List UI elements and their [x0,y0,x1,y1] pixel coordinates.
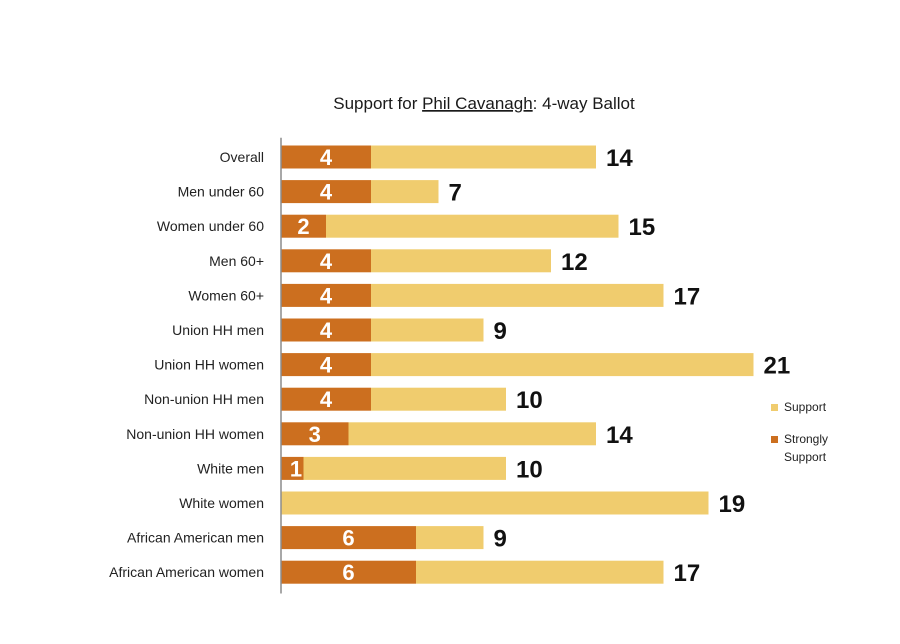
total-value-label: 9 [494,526,507,553]
bar-strongly-support [281,456,304,480]
bar-strongly-support [281,249,371,273]
total-value-label: 9 [494,318,507,345]
legend-swatch [771,436,778,443]
total-value-label: 14 [606,145,633,172]
bar-support [371,353,754,377]
bar-strongly-support [281,560,416,584]
bars-group: 4 14 4 7 2 15 4 12 4 17 4 9 4 21 4 10 3 14 1 10 19 6 9 6 17 [281,145,790,587]
category-label: White men [197,460,264,476]
strongly-support-value-label: 4 [320,387,333,412]
bar-strongly-support [281,283,371,307]
strongly-support-value-label: 4 [320,180,333,205]
bar-support [348,422,596,446]
bar-support [371,145,596,169]
strongly-support-value-label: 2 [297,214,309,239]
total-value-label: 17 [674,283,701,310]
total-value-label: 19 [719,491,746,518]
strongly-support-value-label: 4 [320,318,333,343]
total-value-label: 15 [629,214,656,241]
bar-strongly-support [281,214,326,238]
bar-strongly-support [281,180,371,204]
strongly-support-value-label: 6 [342,560,354,585]
bar-support [371,318,484,342]
strongly-support-value-label: 1 [290,456,302,481]
strongly-support-value-label: 6 [342,526,354,551]
bar-strongly-support [281,526,416,550]
legend-swatch [771,404,778,411]
category-label: Non-union HH women [126,426,264,442]
category-label: Overall [220,149,264,165]
chart-title-candidate: Phil Cavanagh [422,94,533,113]
strongly-support-value-label: 4 [320,283,333,308]
total-value-label: 14 [606,422,633,449]
strongly-support-value-label: 4 [320,249,333,274]
legend-label: Strongly [784,432,828,446]
category-label: White women [179,495,264,511]
category-label: Men under 60 [178,184,265,200]
legend-label: Support [784,400,827,414]
chart-title-prefix: Support for [333,94,422,113]
bar-support [371,249,551,273]
bar-support [371,387,506,411]
category-label: Union HH women [154,357,264,373]
bar-support [371,180,439,204]
bar-strongly-support [281,353,371,377]
bar-strongly-support [281,145,371,169]
category-label: Women 60+ [188,287,264,303]
legend: Support Strongly Support [771,400,828,464]
strongly-support-value-label: 3 [309,422,321,447]
legend-label: Support [784,450,827,464]
bar-support [371,283,664,307]
total-value-label: 10 [516,456,543,483]
total-value-label: 7 [449,180,462,207]
bar-support [416,560,664,584]
bar-strongly-support [281,387,371,411]
category-label: African American women [109,564,264,580]
chart-title-suffix: : 4-way Ballot [533,94,635,113]
category-label: Non-union HH men [144,391,264,407]
bar-support [326,214,619,238]
category-labels-group: Overall Men under 60 Women under 60 Men 60+… [109,149,264,580]
bar-support [303,456,506,480]
category-label: Women under 60 [157,218,264,234]
total-value-label: 12 [561,249,588,276]
bar-strongly-support [281,318,371,342]
strongly-support-value-label: 4 [320,353,333,378]
category-label: African American men [127,530,264,546]
category-label: Union HH men [172,322,264,338]
total-value-label: 21 [764,353,791,380]
category-label: Men 60+ [209,253,264,269]
bar-support [281,491,709,515]
bar-strongly-support [281,422,349,446]
chart-title: Support for Phil Cavanagh: 4-way Ballot [333,94,635,113]
total-value-label: 10 [516,387,543,414]
bar-support [416,526,484,550]
total-value-label: 17 [674,560,701,587]
strongly-support-value-label: 4 [320,145,333,170]
